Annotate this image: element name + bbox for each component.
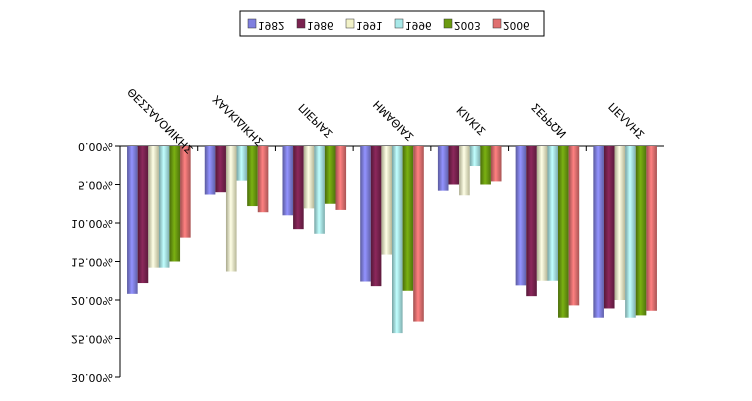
bar-1996-3 — [392, 146, 403, 334]
y-tick-label: 15.00% — [71, 256, 113, 269]
bar-2006-6 — [646, 146, 657, 311]
category-label: ΣΕΡΡΩΝ — [529, 100, 569, 140]
bar-2003-4 — [480, 146, 491, 185]
legend-swatch-1982 — [247, 18, 257, 29]
bar-1982-5 — [515, 146, 527, 286]
bar-1996-4 — [469, 146, 481, 167]
legend-label-2003: 2003 — [454, 19, 481, 31]
bar-1996-6 — [625, 146, 636, 318]
bar-1986-6 — [603, 146, 615, 309]
category-label: ΚΙΛΚΙΣ — [454, 103, 488, 137]
legend-label-1996: 1996 — [405, 19, 432, 31]
bar-1982-3 — [360, 146, 371, 282]
bar-2003-6 — [635, 146, 647, 316]
bar-1996-5 — [547, 146, 559, 281]
y-tick-label: 20.00% — [71, 294, 113, 307]
bar-1986-4 — [448, 146, 460, 185]
bar-2006-0 — [180, 146, 191, 238]
bar-1991-1 — [225, 146, 237, 272]
bar-2003-3 — [402, 146, 414, 291]
bar-2006-2 — [335, 146, 347, 210]
y-tick-label: 25.00% — [71, 333, 113, 346]
legend-swatch-2003 — [443, 18, 453, 29]
bar-1996-1 — [236, 146, 248, 181]
category-label: ΗΜΑΘΙΑΣ — [371, 98, 417, 144]
bar-1986-0 — [137, 146, 149, 284]
legend-swatch-2006 — [492, 18, 502, 29]
bar-series — [127, 146, 657, 334]
bar-2003-2 — [324, 146, 336, 204]
legend-label-1982: 1982 — [258, 19, 285, 31]
category-label: ΧΑΛΚΙΔΙΚΗΣ — [210, 92, 266, 148]
y-tick-label: 0.00% — [78, 140, 113, 153]
bar-2003-0 — [169, 146, 181, 262]
bar-1982-2 — [282, 146, 294, 216]
bar-1996-0 — [158, 146, 170, 268]
y-tick-label: 10.00% — [71, 217, 113, 230]
bar-1986-1 — [215, 146, 226, 193]
bar-1991-2 — [303, 146, 315, 209]
legend-swatch-1996 — [394, 18, 404, 29]
y-tick-label: 30.00% — [71, 371, 113, 384]
bar-1986-5 — [526, 146, 537, 297]
bar-1982-1 — [204, 146, 216, 195]
bar-2003-5 — [558, 146, 569, 318]
category-label: ΘΕΣΣΑΛΟΝΙΚΗΣ — [125, 85, 196, 156]
bar-1982-0 — [127, 146, 138, 294]
category-label: ΠΕΛΛΗΣ — [606, 100, 647, 141]
bar-1986-3 — [370, 146, 382, 287]
legend-swatch-1986 — [296, 18, 306, 29]
bar-1991-4 — [459, 146, 470, 196]
bar-1982-4 — [437, 146, 449, 191]
bar-2003-1 — [247, 146, 258, 207]
legend: 1982 1986 1991 1996 2003 2006 — [239, 10, 545, 37]
bar-1991-6 — [614, 146, 626, 300]
bar-1991-3 — [381, 146, 392, 255]
bar-1991-5 — [536, 146, 548, 281]
category-labels: ΘΕΣΣΑΛΟΝΙΚΗΣ ΧΑΛΚΙΔΙΚΗΣ ΠΙΕΡΙΑΣ ΗΜΑΘΙΑΣ ΚΙΛΚ… — [125, 85, 647, 156]
bar-2006-5 — [568, 146, 580, 306]
bar-1991-0 — [148, 146, 159, 268]
bar-1982-6 — [593, 146, 604, 318]
bar-1996-2 — [314, 146, 325, 234]
y-tick-label: 5.00% — [78, 179, 113, 192]
bar-2006-3 — [413, 146, 424, 322]
legend-label-2006: 2006 — [503, 19, 530, 31]
bar-1986-2 — [293, 146, 304, 230]
legend-label-1986: 1986 — [307, 19, 334, 31]
bar-2006-4 — [490, 146, 502, 182]
legend-swatch-1991 — [345, 18, 355, 29]
category-label: ΠΙΕΡΙΑΣ — [296, 101, 336, 141]
legend-label-1991: 1991 — [356, 19, 383, 31]
bar-2006-1 — [257, 146, 269, 213]
